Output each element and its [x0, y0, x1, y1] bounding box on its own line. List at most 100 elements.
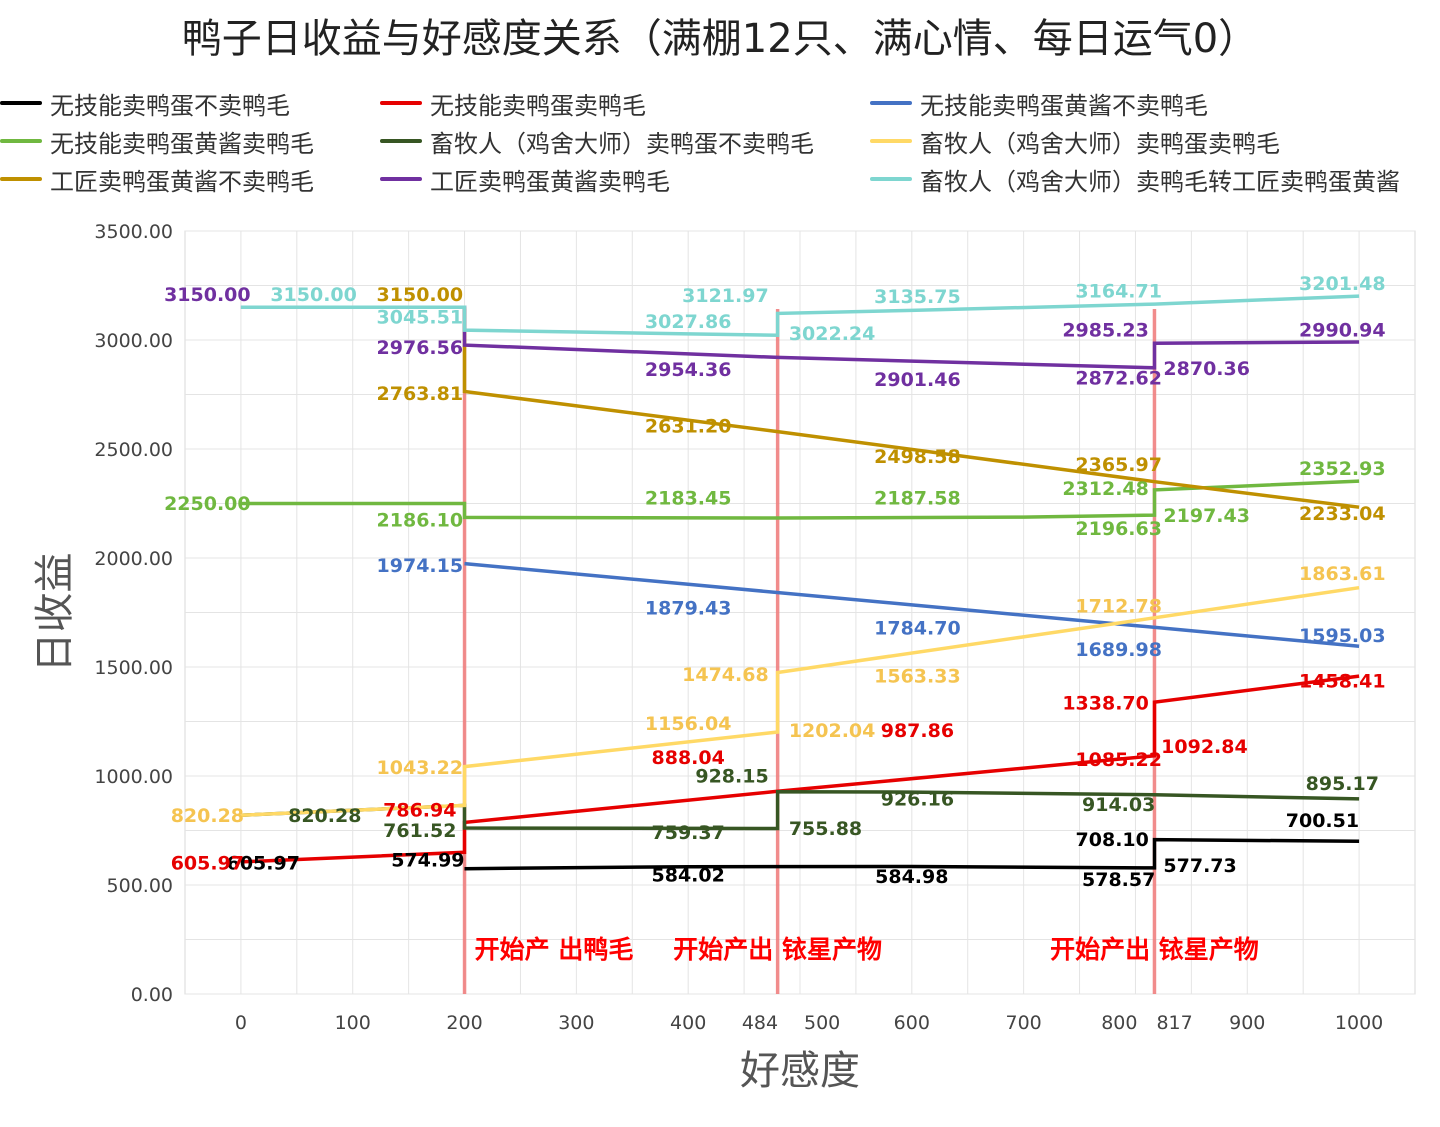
data-label: 1863.61	[1299, 563, 1386, 585]
legend-item: 畜牧人（鸡舍大师）卖鸭蛋卖鸭毛	[870, 124, 1280, 158]
x-tick-label: 300	[558, 1012, 594, 1034]
data-label: 3150.00	[270, 284, 357, 306]
legend-swatch	[870, 177, 912, 181]
data-label: 700.51	[1286, 810, 1359, 832]
legend-item: 畜牧人（鸡舍大师）卖鸭蛋不卖鸭毛	[380, 124, 814, 158]
series-line	[240, 674, 1360, 864]
legend-item: 畜牧人（鸡舍大师）卖鸭毛转工匠卖鸭蛋黄酱	[870, 162, 1400, 196]
data-label: 1474.68	[682, 664, 769, 686]
legend-swatch	[0, 139, 42, 143]
data-label: 1712.78	[1075, 596, 1162, 618]
data-label: 2312.48	[1062, 478, 1149, 500]
data-label: 3022.24	[789, 323, 876, 345]
data-label: 605.97	[171, 853, 244, 875]
series-line	[464, 561, 1360, 649]
data-label: 1879.43	[645, 598, 732, 620]
data-label: 2976.56	[377, 337, 464, 359]
data-label: 1784.70	[874, 617, 961, 639]
x-tick-label: 600	[894, 1012, 930, 1034]
data-label: 761.52	[383, 820, 456, 842]
legend-swatch	[0, 177, 42, 181]
data-label: 2498.58	[874, 446, 961, 468]
data-label: 2990.94	[1299, 320, 1386, 342]
legend-swatch	[380, 139, 422, 143]
data-label: 2187.58	[874, 488, 961, 510]
data-label: 2954.36	[645, 359, 732, 381]
x-tick-label: 700	[1006, 1012, 1042, 1034]
data-label: 3027.86	[645, 311, 732, 333]
x-tick-label: 100	[335, 1012, 371, 1034]
series-line	[462, 307, 1360, 509]
data-label: 3164.71	[1075, 280, 1162, 302]
x-axis-title: 好感度	[740, 1048, 860, 1094]
legend-label: 无技能卖鸭蛋卖鸭毛	[430, 91, 646, 120]
legend-label: 工匠卖鸭蛋黄酱卖鸭毛	[430, 167, 670, 196]
legend-label: 无技能卖鸭蛋不卖鸭毛	[50, 91, 290, 120]
data-label: 708.10	[1076, 829, 1149, 851]
chart-legend: 无技能卖鸭蛋不卖鸭毛 无技能卖鸭蛋卖鸭毛 无技能卖鸭蛋黄酱不卖鸭毛无技能卖鸭蛋黄酱卖…	[0, 86, 1440, 200]
data-label: 2901.46	[874, 369, 961, 391]
data-label: 820.28	[288, 805, 361, 827]
data-label: 2365.97	[1075, 454, 1162, 476]
legend-swatch	[870, 101, 912, 105]
y-tick-label: 2000.00	[94, 548, 173, 570]
data-label: 3150.00	[377, 284, 464, 306]
series-line	[464, 837, 1360, 871]
legend-swatch	[0, 101, 42, 105]
data-label: 2872.62	[1075, 368, 1162, 390]
legend-swatch	[380, 177, 422, 181]
series-line	[240, 585, 1360, 817]
data-label: 3045.51	[377, 307, 464, 329]
y-tick-label: 0.00	[131, 984, 173, 1006]
data-label: 2631.20	[645, 416, 732, 438]
data-label: 577.73	[1163, 855, 1236, 877]
legend-item: 工匠卖鸭蛋黄酱卖鸭毛	[380, 162, 670, 196]
x-tick-label: 484	[742, 1012, 778, 1034]
chart-title: 鸭子日收益与好感度关系（满棚12只、满心情、每日运气0）	[181, 16, 1259, 62]
x-tick-label: 400	[670, 1012, 706, 1034]
series-line	[240, 305, 1360, 370]
data-label: 1092.84	[1161, 736, 1248, 758]
data-label: 928.15	[695, 766, 768, 788]
data-label: 1563.33	[874, 665, 961, 687]
legend-label: 无技能卖鸭蛋黄酱卖鸭毛	[50, 129, 314, 158]
data-label: 786.94	[383, 799, 456, 821]
legend-label: 无技能卖鸭蛋黄酱不卖鸭毛	[920, 91, 1208, 120]
plot-border	[184, 230, 1416, 995]
legend-swatch	[870, 139, 912, 143]
data-label: 2183.45	[645, 488, 732, 510]
data-label: 578.57	[1082, 869, 1155, 891]
data-label: 2352.93	[1299, 458, 1386, 480]
legend-label: 畜牧人（鸡舍大师）卖鸭蛋卖鸭毛	[920, 129, 1280, 158]
data-label: 2985.23	[1062, 320, 1149, 342]
data-label: 605.97	[227, 853, 300, 875]
data-label: 888.04	[652, 747, 725, 769]
data-label: 1085.22	[1075, 749, 1162, 771]
legend-item: 工匠卖鸭蛋黄酱不卖鸭毛	[0, 162, 314, 196]
x-tick-label: 1000	[1335, 1012, 1383, 1034]
legend-item: 无技能卖鸭蛋黄酱卖鸭毛	[0, 124, 314, 158]
data-label: 1156.04	[645, 713, 732, 735]
data-label: 2197.43	[1163, 505, 1250, 527]
data-label: 3201.48	[1299, 273, 1386, 295]
data-label: 584.02	[652, 865, 725, 887]
x-tick-label: 0	[235, 1012, 247, 1034]
data-label: 1689.98	[1075, 639, 1162, 661]
data-label: 914.03	[1082, 794, 1155, 816]
x-tick-label: 200	[446, 1012, 482, 1034]
series-line	[240, 294, 1360, 337]
data-label: 2196.63	[1075, 518, 1162, 540]
x-tick-label: 500	[804, 1012, 840, 1034]
data-label: 820.28	[171, 805, 244, 827]
threshold-label: 开始产出 铱星产物	[1050, 935, 1259, 964]
data-label: 2870.36	[1163, 358, 1250, 380]
series-line	[240, 789, 1360, 831]
data-label: 895.17	[1306, 773, 1379, 795]
y-tick-label: 3500.00	[94, 221, 173, 243]
y-tick-label: 3000.00	[94, 330, 173, 352]
series-line	[240, 479, 1360, 520]
legend-item: 无技能卖鸭蛋黄酱不卖鸭毛	[870, 86, 1208, 120]
y-axis-title: 日收益	[32, 553, 78, 673]
threshold-label: 开始产出 铱星产物	[673, 935, 882, 964]
